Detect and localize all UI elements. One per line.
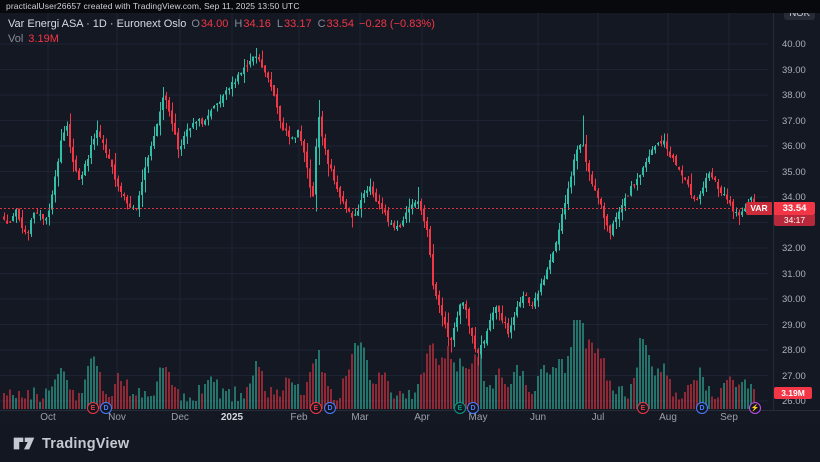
price-tick: 26.00 (782, 396, 806, 407)
symbol-price-badge: VAR (746, 202, 772, 216)
price-tick: 40.00 (782, 39, 806, 50)
ohlc-letter: C (317, 17, 326, 30)
time-tick-mar: Mar (351, 412, 369, 423)
dividend-badge[interactable]: D (696, 402, 708, 414)
price-tick: 32.00 (782, 243, 806, 254)
time-tick-nov: Nov (108, 412, 126, 423)
time-tick-aug: Aug (659, 412, 677, 423)
alert-badge[interactable]: ⚡ (749, 402, 761, 414)
price-tick: 28.00 (782, 345, 806, 356)
price-tick: 39.00 (782, 64, 806, 76)
ohlc-letter: H (234, 17, 243, 30)
dividend-badge[interactable]: D (324, 402, 336, 414)
symbol-title: Var Energi ASA · 1D · Euronext Oslo (8, 17, 187, 30)
price-tick: 37.00 (782, 115, 806, 127)
price-tick: 31.00 (782, 268, 806, 280)
chart-legend: Var Energi ASA · 1D · Euronext Oslo O 34.… (8, 17, 435, 47)
time-axis-separator (0, 410, 820, 411)
dividend-badge[interactable]: D (100, 402, 112, 414)
price-axis-separator (773, 13, 774, 410)
ohlc-value: 34.00 (200, 17, 229, 30)
brand-name: TradingView (42, 435, 130, 452)
ohlc-value: 33.54 (326, 17, 355, 30)
volume-value: 3.19M (28, 32, 59, 45)
ohlc-letter: O (191, 17, 200, 30)
earnings-badge[interactable]: E (454, 402, 466, 414)
ohlc-value: 33.17 (284, 17, 312, 30)
bar-countdown-badge: 34:17 (774, 215, 815, 227)
attribution-text: practicalUser26657 created with TradingV… (6, 1, 300, 11)
time-tick-oct: Oct (40, 412, 56, 423)
earnings-badge[interactable]: E (310, 402, 322, 414)
attribution-bar: practicalUser26657 created with TradingV… (0, 0, 820, 13)
ohlc-pair: O 34.00 (191, 18, 228, 30)
price-tick: 29.00 (782, 319, 806, 331)
price-tick: 34.00 (782, 192, 806, 203)
time-tick-apr: Apr (414, 412, 430, 423)
time-tick-feb: Feb (290, 412, 308, 423)
footer-bar: TradingView (0, 425, 820, 462)
legend-volume-row: Vol 3.19M (8, 32, 435, 45)
earnings-badge[interactable]: E (637, 402, 649, 414)
ohlc-pair: H 34.16 (234, 18, 270, 30)
change-value: −0.28 (−0.83%) (359, 17, 435, 30)
dividend-badge[interactable]: D (467, 402, 479, 414)
price-volume-chart (0, 13, 768, 409)
ohlc-pair: L 33.17 (277, 18, 312, 30)
earnings-badge[interactable]: E (87, 402, 99, 414)
time-tick-dec: Dec (171, 412, 189, 423)
tradingview-logo-icon (13, 437, 35, 450)
price-tick: 27.00 (782, 370, 806, 382)
ohlc-letter: L (276, 17, 284, 30)
legend-symbol-row: Var Energi ASA · 1D · Euronext Oslo O 34.… (8, 17, 435, 30)
ohlc-values: O 34.00 H 34.16 L 33.17 C 33.54 (191, 18, 354, 30)
time-tick-jun: Jun (529, 412, 547, 423)
price-tick: 38.00 (782, 90, 806, 101)
price-tick: 35.00 (782, 166, 806, 178)
tradingview-logo[interactable]: TradingView (13, 436, 129, 452)
price-tick: 36.00 (782, 141, 806, 152)
ohlc-pair: C 33.54 (318, 18, 354, 30)
time-tick-jul: Jul (591, 412, 605, 423)
time-tick-may: May (468, 412, 488, 423)
volume-label: Vol (8, 32, 24, 45)
time-tick-2025: 2025 (220, 412, 244, 423)
ohlc-value: 34.16 (243, 17, 271, 30)
time-tick-sep: Sep (720, 412, 738, 423)
price-tick: 30.00 (782, 294, 806, 305)
last-price-badge: 33.54 (774, 202, 815, 216)
volume-axis-badge: 3.19M (774, 387, 812, 399)
